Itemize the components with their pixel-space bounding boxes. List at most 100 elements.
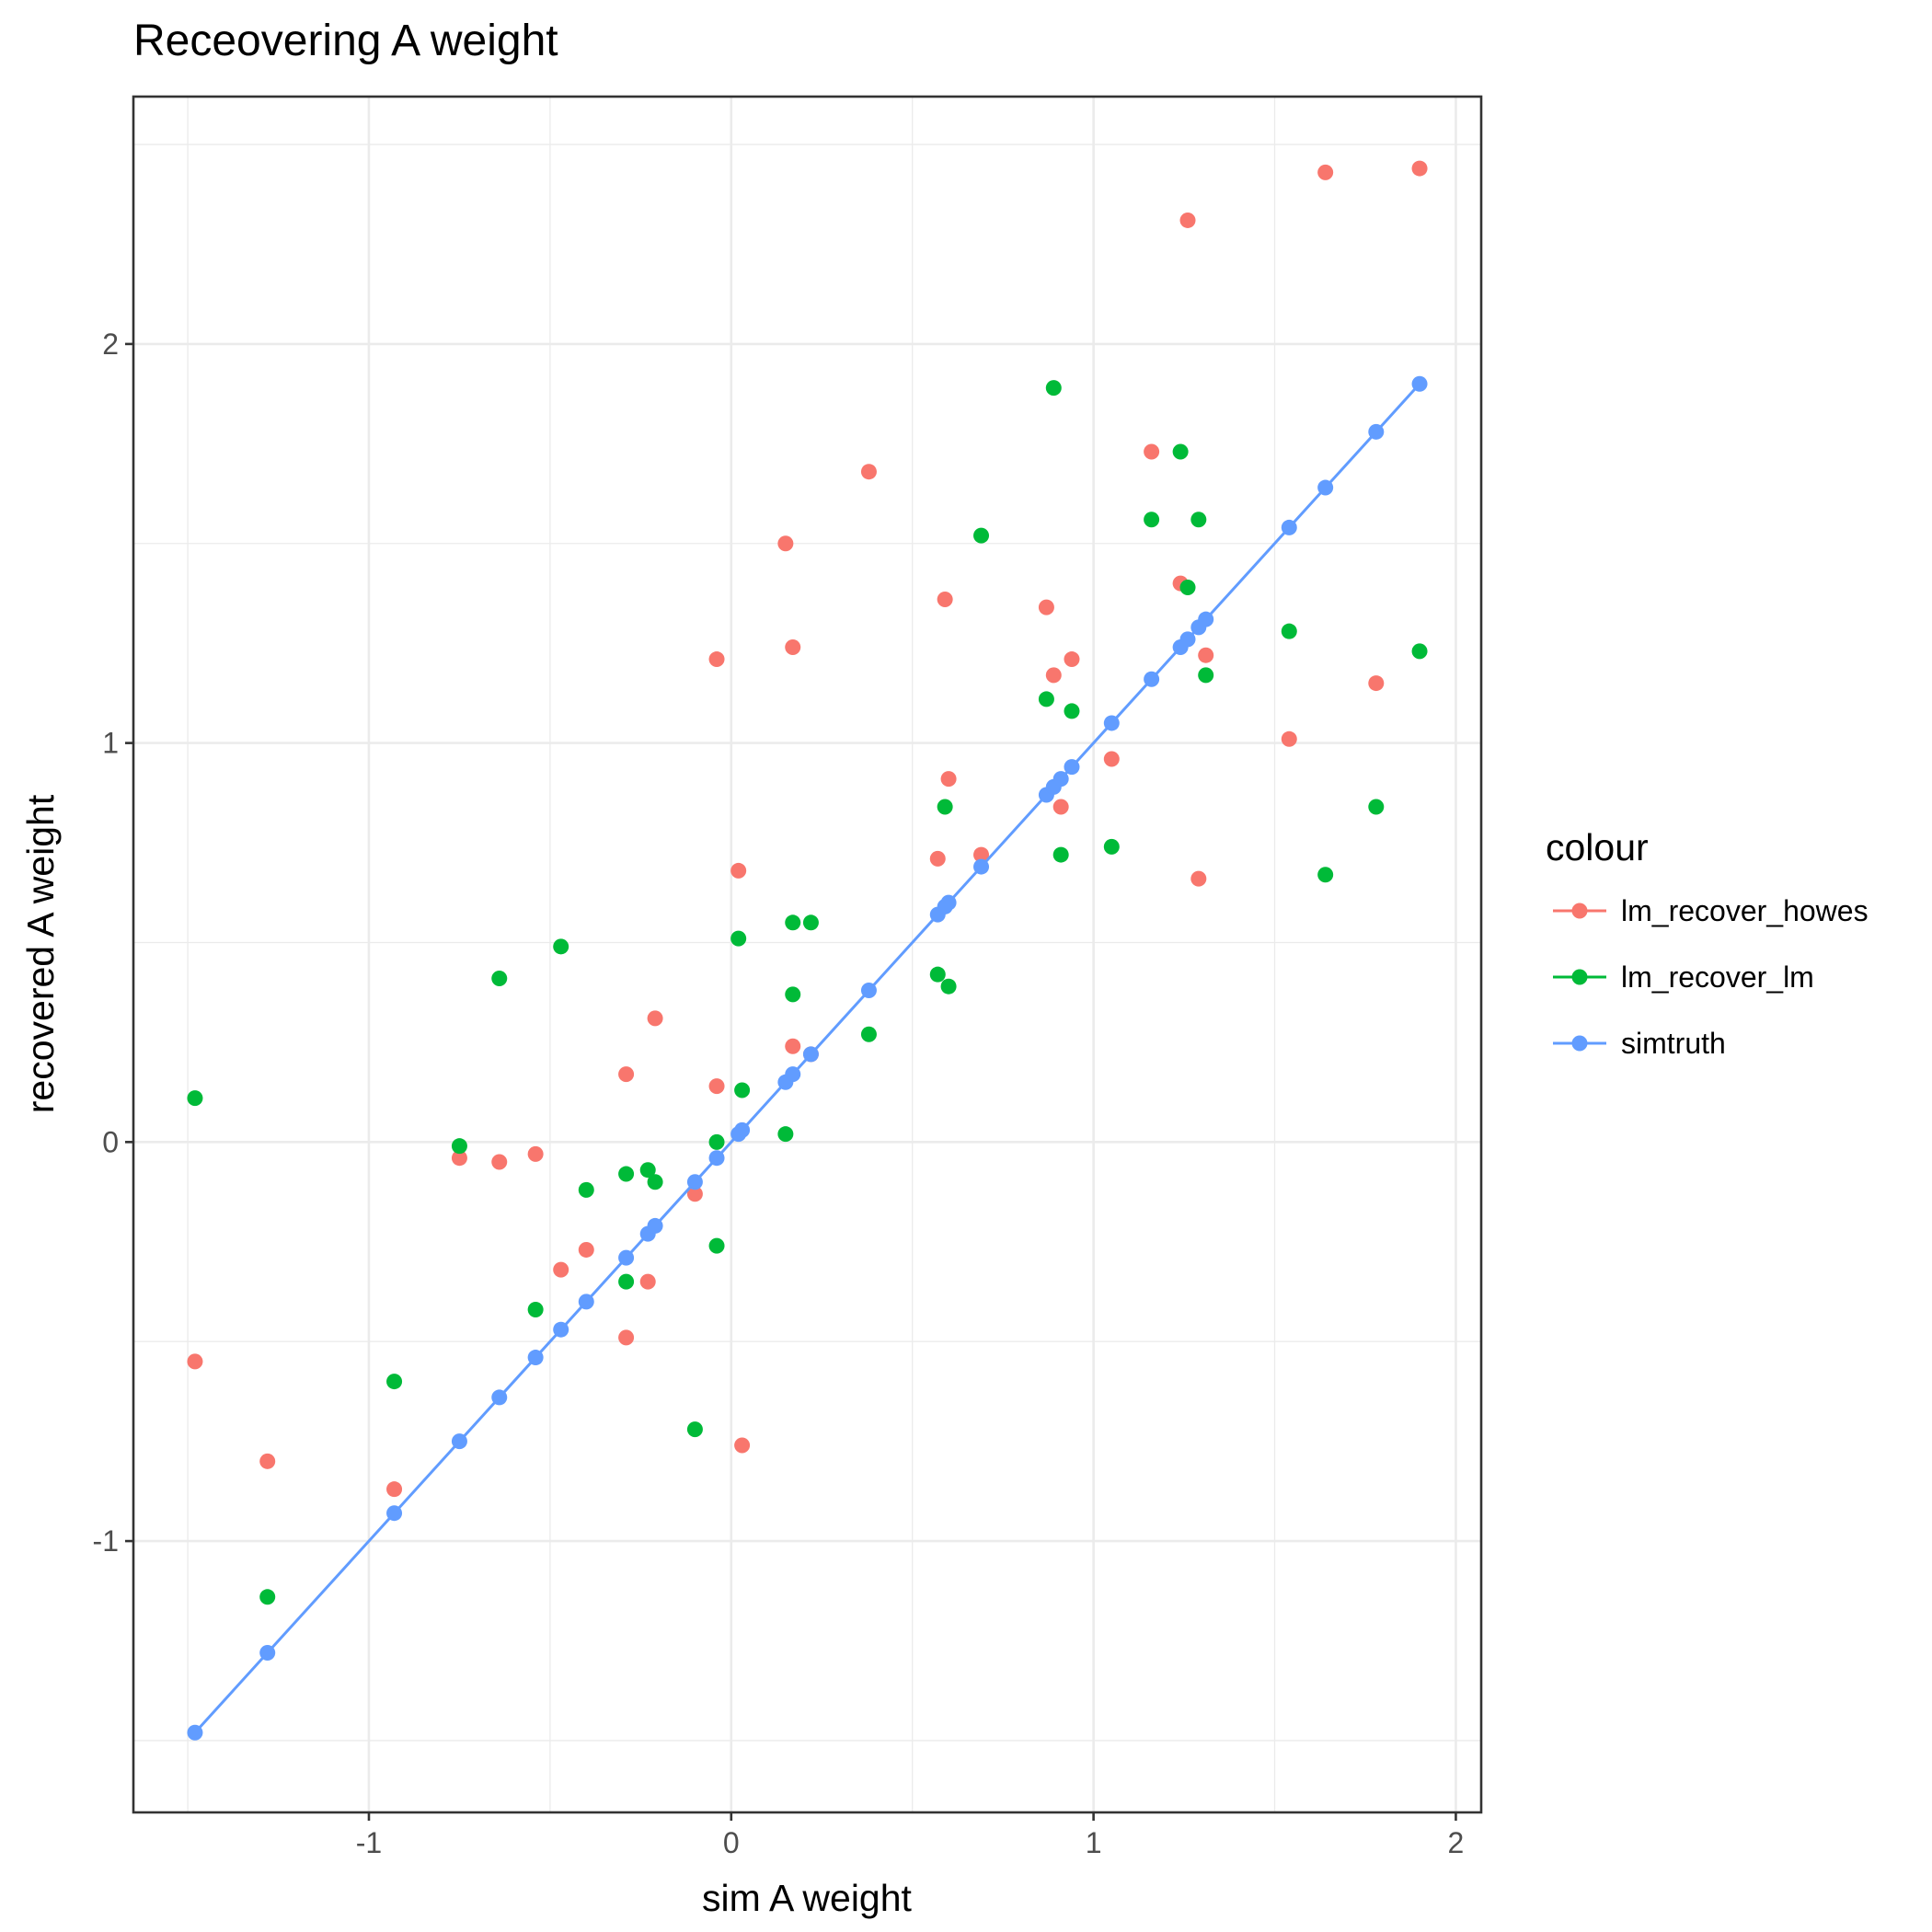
data-point-lm_recover_howes [929, 850, 946, 867]
data-point-lm_recover_howes [451, 1150, 467, 1167]
data-point-simtruth [386, 1505, 403, 1522]
legend-key-point [1571, 903, 1588, 919]
data-point-simtruth [451, 1433, 467, 1450]
plot-background [133, 97, 1481, 1812]
data-point-simtruth [1179, 631, 1196, 648]
data-point-lm_recover_howes [973, 846, 990, 863]
data-point-lm_recover_howes [708, 651, 725, 668]
y-tick-label: 0 [102, 1125, 119, 1158]
data-point-simtruth [187, 1724, 203, 1741]
data-point-lm_recover_lm [1368, 799, 1385, 815]
data-point-lm_recover_lm [553, 938, 569, 955]
data-point-simtruth [1064, 759, 1080, 776]
data-point-lm_recover_lm [708, 1237, 725, 1254]
data-point-lm_recover_lm [1190, 512, 1207, 528]
grid-lines [133, 97, 1481, 1812]
data-point-lm_recover_howes [1144, 443, 1160, 460]
data-point-simtruth [1281, 519, 1297, 535]
legend-label: lm_recover_howes [1621, 894, 1869, 927]
data-point-lm_recover_lm [1144, 512, 1160, 528]
y-tick-label: 2 [102, 328, 119, 361]
data-point-lm_recover_howes [785, 639, 801, 656]
data-point-simtruth [1368, 423, 1385, 440]
data-point-lm_recover_howes [940, 771, 957, 788]
data-point-lm_recover_howes [1045, 667, 1062, 684]
data-point-lm_recover_lm [1103, 838, 1120, 855]
data-point-simtruth [1317, 479, 1334, 496]
data-point-lm_recover_lm [491, 971, 508, 987]
data-point-simtruth [578, 1294, 594, 1310]
data-point-lm_recover_lm [578, 1181, 594, 1198]
data-point-simtruth [686, 1174, 703, 1190]
y-axis: -1 0 1 2 [93, 328, 133, 1558]
data-point-lm_recover_lm [451, 1138, 467, 1155]
data-point-lm_recover_howes [1103, 751, 1120, 767]
x-axis: -1 0 1 2 [356, 1812, 1464, 1859]
data-point-lm_recover_lm [1411, 643, 1428, 660]
data-point-lm_recover_howes [937, 591, 953, 607]
data-point-lm_recover_howes [639, 1273, 656, 1290]
data-point-lm_recover_howes [491, 1154, 508, 1170]
data-point-lm_recover_howes [618, 1329, 635, 1346]
data-point-lm_recover_lm [785, 986, 801, 1003]
data-point-lm_recover_howes [708, 1078, 725, 1095]
data-point-lm_recover_lm [973, 527, 990, 544]
data-point-lm_recover_lm [1045, 380, 1062, 397]
data-point-simtruth [1052, 771, 1069, 788]
legend: colour lm_recover_howes lm_recover_lmsimt… [1546, 826, 1869, 1060]
data-point-simtruth [785, 1066, 801, 1083]
data-point-lm_recover_howes [647, 1010, 663, 1027]
data-point-lm_recover_lm [802, 914, 819, 931]
data-point-simtruth [940, 894, 957, 911]
y-tick-label: -1 [93, 1524, 119, 1558]
data-point-lm_recover_howes [1198, 647, 1214, 663]
series-layer [187, 160, 1428, 1741]
data-point-lm_recover_lm [937, 799, 953, 815]
data-point-lm_recover_lm [647, 1174, 663, 1190]
data-point-lm_recover_howes [259, 1453, 276, 1469]
data-point-lm_recover_howes [187, 1353, 203, 1370]
data-point-lm_recover_howes [1038, 599, 1054, 615]
y-tick-label: 1 [102, 727, 119, 760]
data-point-simtruth [553, 1321, 569, 1338]
data-point-lm_recover_howes [686, 1186, 703, 1202]
series-lm_recover_lm [187, 380, 1428, 1605]
y-axis-title: recovered A weight [19, 794, 62, 1113]
data-point-simtruth [647, 1217, 663, 1234]
data-point-lm_recover_lm [259, 1589, 276, 1605]
data-point-lm_recover_howes [618, 1066, 635, 1083]
data-point-lm_recover_lm [618, 1166, 635, 1182]
data-point-lm_recover_lm [1317, 867, 1334, 883]
data-point-lm_recover_howes [860, 464, 877, 480]
data-point-lm_recover_howes [1052, 799, 1069, 815]
data-point-lm_recover_lm [734, 1082, 751, 1098]
data-point-lm_recover_howes [1190, 870, 1207, 887]
data-point-lm_recover_lm [187, 1090, 203, 1107]
legend-title: colour [1546, 826, 1649, 868]
data-point-simtruth [708, 1150, 725, 1167]
data-point-lm_recover_lm [708, 1133, 725, 1150]
panel-border [132, 95, 1483, 1814]
legend-label: lm_recover_lm [1621, 960, 1814, 994]
data-point-lm_recover_howes [1411, 160, 1428, 177]
data-point-lm_recover_lm [1281, 623, 1297, 639]
legend-item-simtruth: simtruth [1553, 1027, 1726, 1060]
data-point-lm_recover_howes [527, 1145, 544, 1162]
data-point-lm_recover_lm [1064, 703, 1080, 719]
data-point-lm_recover_howes [730, 862, 747, 879]
data-point-lm_recover_howes [1064, 651, 1080, 668]
data-point-simtruth [802, 1046, 819, 1063]
data-point-lm_recover_lm [860, 1026, 877, 1042]
data-point-lm_recover_lm [730, 930, 747, 947]
data-point-lm_recover_lm [929, 966, 946, 983]
data-point-lm_recover_lm [940, 978, 957, 995]
data-point-simtruth [860, 983, 877, 999]
x-axis-title: sim A weight [702, 1877, 912, 1919]
data-point-lm_recover_howes [386, 1481, 403, 1498]
data-point-lm_recover_howes [1317, 164, 1334, 180]
data-point-simtruth [1103, 715, 1120, 731]
data-point-lm_recover_lm [777, 1126, 794, 1143]
data-point-lm_recover_howes [777, 535, 794, 552]
series-simtruth [187, 375, 1428, 1741]
